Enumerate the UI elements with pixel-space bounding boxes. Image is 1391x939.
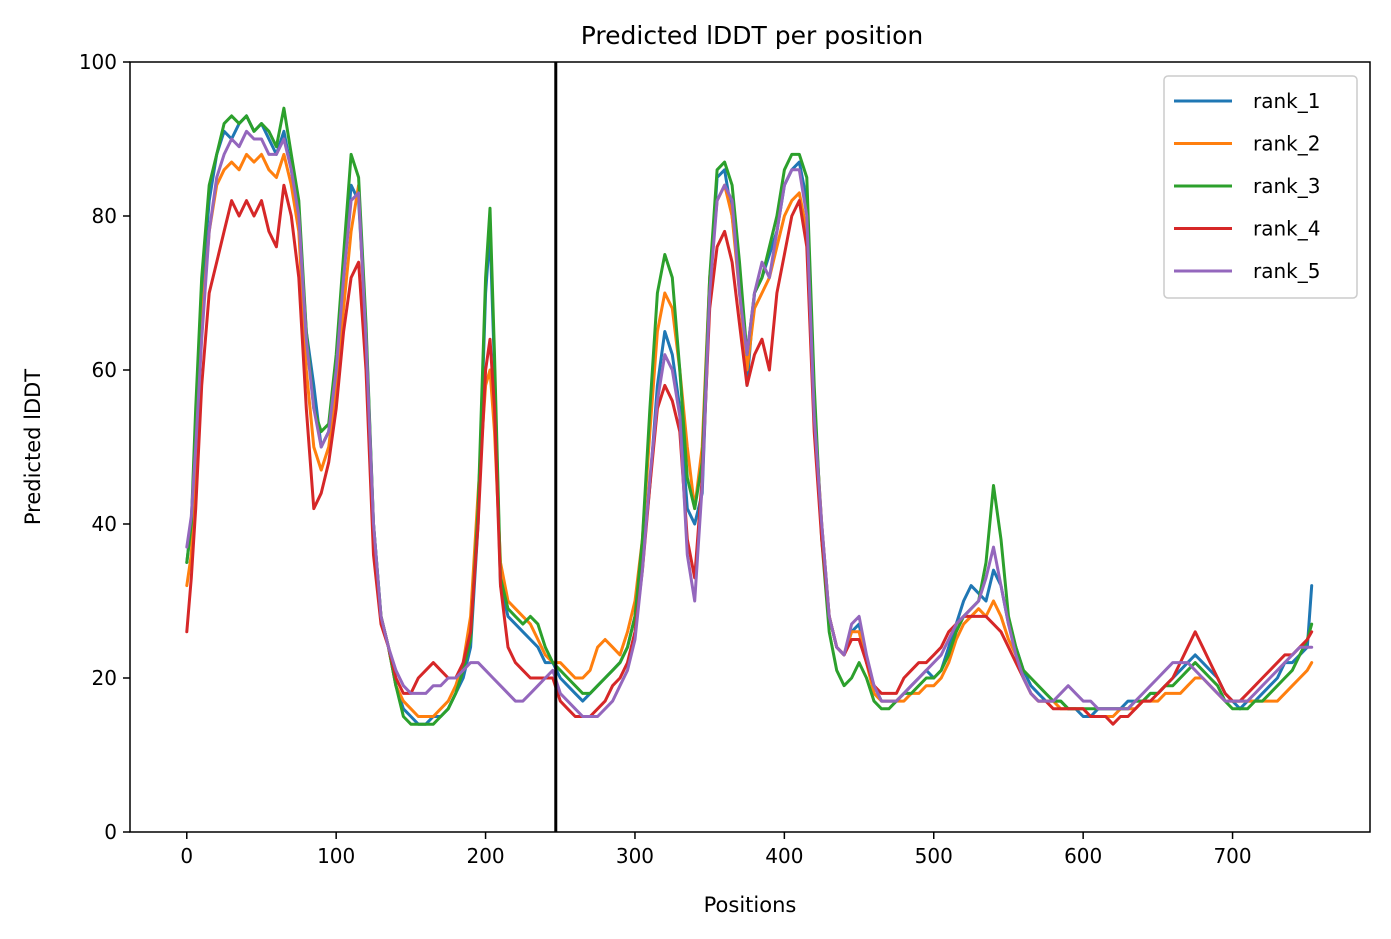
y-tick-label: 0 bbox=[104, 820, 117, 844]
y-tick-label: 80 bbox=[92, 204, 117, 228]
legend-label-rank-2: rank_2 bbox=[1253, 132, 1320, 156]
x-tick-label: 600 bbox=[1064, 844, 1102, 868]
legend: rank_1 rank_2 rank_3 rank_4 rank_5 bbox=[1163, 75, 1358, 299]
y-tick-label: 100 bbox=[79, 50, 117, 74]
y-tick-label: 20 bbox=[92, 666, 117, 690]
plot-frame bbox=[129, 61, 1371, 833]
x-tick-label: 300 bbox=[616, 844, 654, 868]
series-line-rank-5 bbox=[185, 129, 1314, 718]
chart-title: Predicted lDDT per position bbox=[581, 21, 923, 50]
legend-label-rank-1: rank_1 bbox=[1253, 89, 1320, 113]
legend-label-rank-3: rank_3 bbox=[1253, 174, 1320, 198]
y-axis: 0 20 40 60 80 100 bbox=[79, 50, 130, 844]
legend-label-rank-4: rank_4 bbox=[1253, 217, 1320, 241]
legend-label-rank-5: rank_5 bbox=[1253, 259, 1320, 283]
plot-area bbox=[129, 61, 1371, 833]
x-tick-label: 400 bbox=[765, 844, 803, 868]
y-tick-label: 60 bbox=[92, 358, 117, 382]
x-tick-label: 0 bbox=[180, 844, 193, 868]
x-tick-label: 100 bbox=[317, 844, 355, 868]
legend-box bbox=[1163, 75, 1358, 299]
x-axis-label: Positions bbox=[704, 893, 797, 917]
y-tick-label: 40 bbox=[92, 512, 117, 536]
x-axis: 0 100 200 300 400 500 600 700 bbox=[180, 832, 1252, 868]
x-tick-label: 500 bbox=[915, 844, 953, 868]
series-layer bbox=[185, 106, 1314, 726]
x-tick-label: 700 bbox=[1213, 844, 1251, 868]
y-axis-label: Predicted lDDT bbox=[21, 369, 45, 525]
x-tick-label: 200 bbox=[466, 844, 504, 868]
